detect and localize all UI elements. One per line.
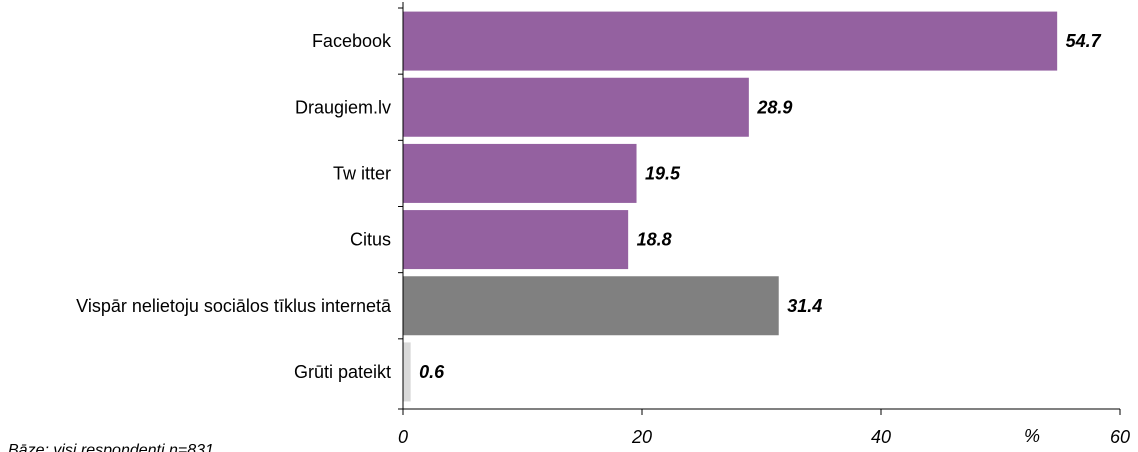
bar-2: [403, 143, 637, 203]
value-label-2: 19.5: [645, 163, 681, 183]
bars-group: Facebook 54.7 Draugiem.lv 28.9 Tw itter 19.5 C…: [76, 11, 1102, 402]
category-label-3: Citus: [350, 230, 391, 250]
x-tick-label-1: 20: [631, 427, 652, 447]
x-tick-label-0: 0: [398, 427, 408, 447]
value-label-5: 0.6: [419, 362, 445, 382]
value-label-0: 54.7: [1066, 31, 1102, 51]
bar-4: [403, 276, 779, 336]
footnote: Bāze: visi respondenti n=831: [8, 442, 214, 452]
value-label-1: 28.9: [756, 97, 792, 117]
unit-label: %: [1024, 426, 1040, 446]
value-label-4: 31.4: [787, 296, 822, 316]
x-tick-label-3: 60: [1110, 427, 1130, 447]
category-label-1: Draugiem.lv: [295, 97, 391, 117]
bar-5: [403, 342, 411, 402]
category-label-4: Vispār nelietoju sociālos tīklus interne…: [76, 296, 392, 316]
bar-3: [403, 210, 629, 270]
value-label-3: 18.8: [637, 230, 672, 250]
axes-group: 0 20 40 60%: [398, 2, 1130, 447]
bar-1: [403, 77, 749, 137]
bar-0: [403, 11, 1058, 71]
category-label-2: Tw itter: [333, 163, 391, 183]
x-tick-label-2: 40: [871, 427, 891, 447]
category-label-5: Grūti pateikt: [294, 362, 391, 382]
category-label-0: Facebook: [312, 31, 392, 51]
